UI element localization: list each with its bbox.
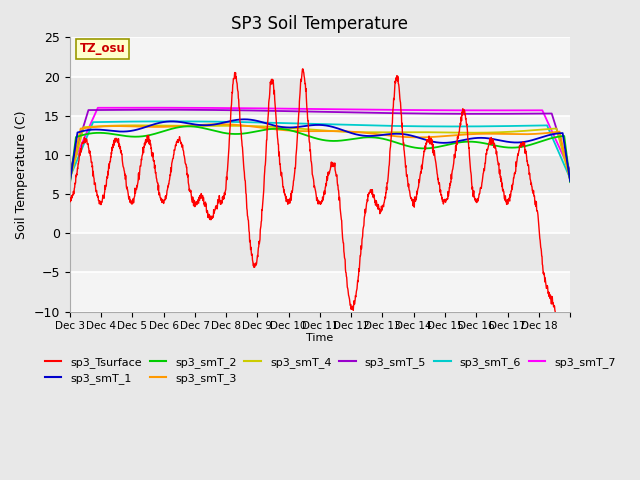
Legend: sp3_Tsurface, sp3_smT_1, sp3_smT_2, sp3_smT_3, sp3_smT_4, sp3_smT_5, sp3_smT_6, : sp3_Tsurface, sp3_smT_1, sp3_smT_2, sp3_… (40, 352, 620, 388)
Y-axis label: Soil Temperature (C): Soil Temperature (C) (15, 110, 28, 239)
Bar (70, 116, 570, 155)
Bar (70, 194, 570, 233)
Text: TZ_osu: TZ_osu (79, 42, 125, 55)
Title: SP3 Soil Temperature: SP3 Soil Temperature (232, 15, 408, 33)
Bar (70, 37, 570, 76)
X-axis label: Time: Time (307, 333, 333, 343)
Bar (70, 273, 570, 312)
